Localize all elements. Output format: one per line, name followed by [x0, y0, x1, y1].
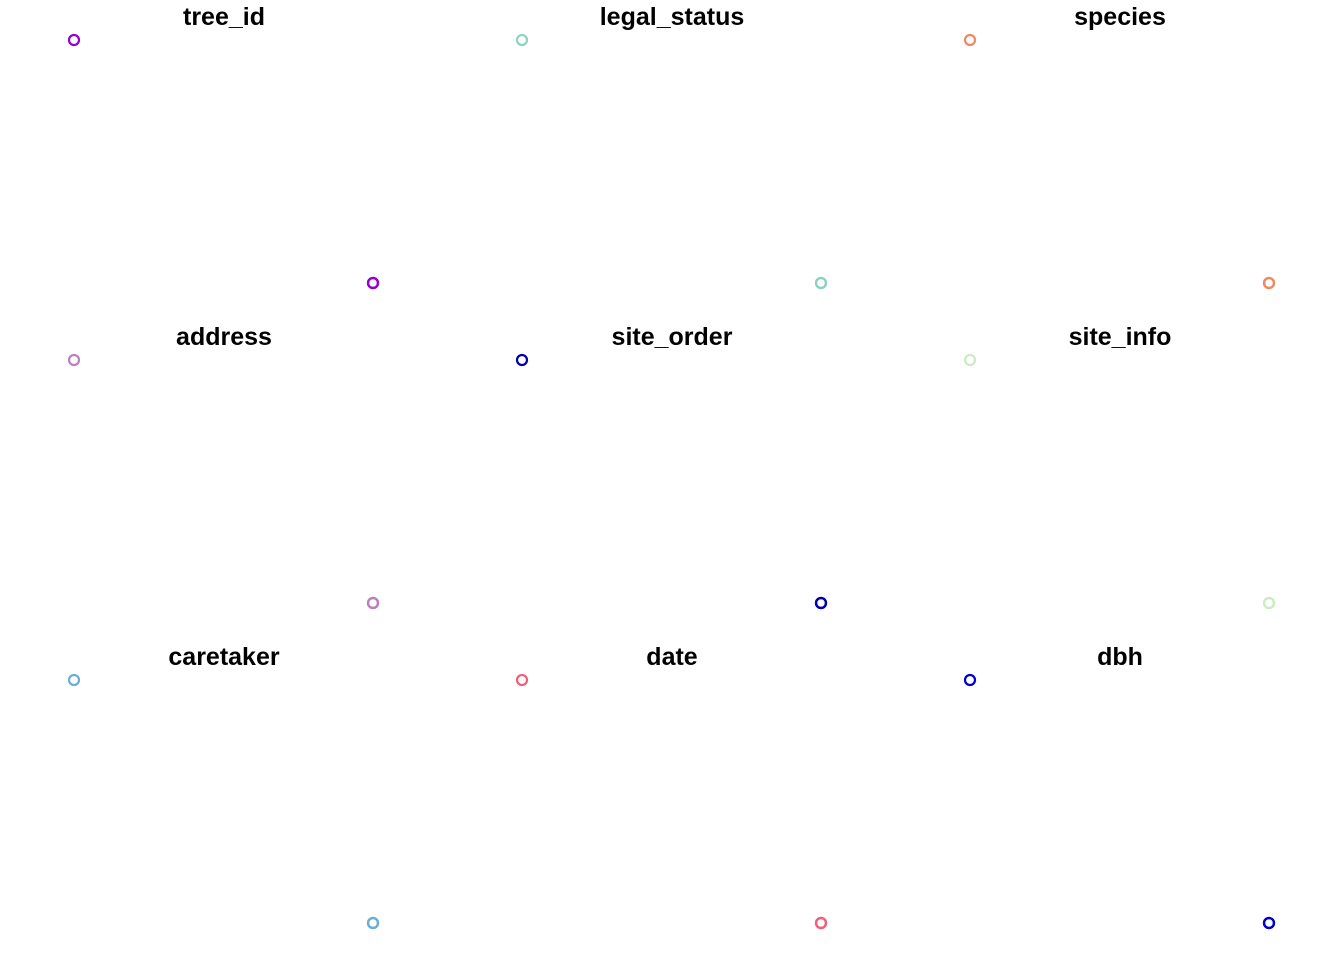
data-point [515, 353, 529, 367]
data-point [963, 33, 977, 47]
panel-title: legal_status [600, 3, 745, 31]
panel-date: date [515, 643, 828, 930]
data-point [515, 673, 529, 687]
panel-tree-id: tree_id [67, 3, 380, 290]
data-point [67, 673, 81, 687]
panel-title: species [1074, 3, 1166, 31]
panel-title: dbh [1097, 643, 1143, 671]
panel-title: tree_id [183, 3, 265, 31]
data-point [515, 33, 529, 47]
data-point [366, 596, 380, 610]
panel-species: species [963, 3, 1276, 290]
panel-caretaker: caretaker [67, 643, 380, 930]
panel-dbh: dbh [963, 643, 1276, 930]
data-point [366, 276, 380, 290]
data-point [963, 353, 977, 367]
panel-title: site_order [612, 323, 733, 351]
data-point [963, 673, 977, 687]
data-point [1262, 916, 1276, 930]
panel-title: address [176, 323, 272, 351]
panel-title: caretaker [168, 643, 279, 671]
panel-legal-status: legal_status [515, 3, 828, 290]
data-point [1262, 276, 1276, 290]
panel-title: site_info [1069, 323, 1172, 351]
data-point [67, 353, 81, 367]
panel-title: date [646, 643, 698, 671]
data-point [814, 916, 828, 930]
panel-address: address [67, 323, 380, 610]
data-point [1262, 596, 1276, 610]
data-point [814, 276, 828, 290]
panel-site-order: site_order [515, 323, 828, 610]
panel-site-info: site_info [963, 323, 1276, 610]
data-point [67, 33, 81, 47]
data-point [366, 916, 380, 930]
data-point [814, 596, 828, 610]
